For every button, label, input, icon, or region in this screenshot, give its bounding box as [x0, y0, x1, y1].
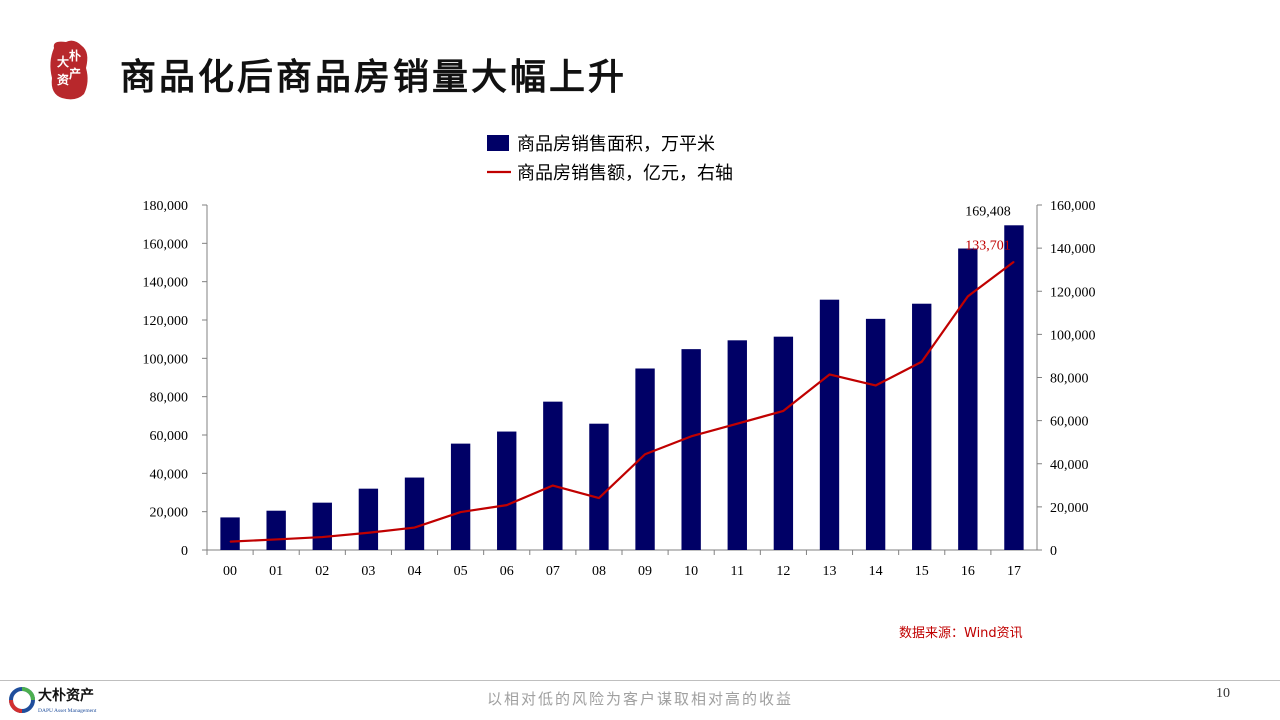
left-tick-label: 60,000 — [150, 429, 189, 444]
right-tick-label: 160,000 — [1050, 199, 1096, 214]
bar-13 — [819, 299, 840, 550]
bar-16 — [958, 248, 978, 550]
legend-bar-swatch — [487, 135, 509, 151]
left-tick-label: 120,000 — [143, 314, 189, 329]
line-series — [229, 260, 1015, 543]
x-tick-label: 08 — [592, 564, 606, 579]
bar-00 — [220, 517, 240, 550]
footer-brand-name: 大朴资产 — [38, 687, 94, 704]
x-tick-label: 17 — [1007, 564, 1021, 579]
bar-01 — [266, 510, 286, 550]
bar-17 — [1004, 225, 1024, 550]
x-tick-label: 11 — [731, 564, 744, 579]
line-point-02 — [321, 536, 323, 538]
right-tick-label: 20,000 — [1050, 501, 1089, 516]
x-tick-label: 13 — [823, 564, 837, 579]
footer-brand-subtitle: DAPU Asset Management — [38, 708, 97, 714]
line-point-12 — [782, 410, 784, 412]
line-point-05 — [460, 511, 462, 513]
bar-05 — [450, 443, 471, 550]
line-point-03 — [367, 532, 369, 534]
bar-12 — [773, 336, 794, 550]
bar-07 — [543, 401, 563, 550]
line-point-09 — [644, 453, 646, 455]
bar-06 — [497, 431, 517, 550]
line-point-06 — [506, 504, 508, 506]
bar-02 — [312, 502, 332, 550]
left-tick-label: 180,000 — [143, 199, 189, 214]
line-point-07 — [552, 485, 554, 487]
bar-11 — [727, 340, 747, 550]
line-point-17 — [1013, 261, 1015, 263]
bar-08 — [589, 423, 609, 550]
x-tick-label: 10 — [684, 564, 698, 579]
brand-seal-logo: 大 朴 资 产 — [50, 40, 88, 100]
footer-slogan: 以相对低的风险为客户谋取相对高的收益 — [486, 690, 793, 708]
right-tick-label: 120,000 — [1050, 285, 1096, 300]
page-title: 商品化后商品房销量大幅上升 — [120, 57, 628, 98]
right-tick-label: 60,000 — [1050, 415, 1089, 430]
x-tick-label: 05 — [454, 564, 468, 579]
right-tick-label: 100,000 — [1050, 328, 1096, 343]
sales-amount-line — [230, 260, 1015, 543]
x-tick-label: 01 — [269, 564, 283, 579]
line-point-15 — [921, 361, 923, 363]
x-tick-label: 00 — [223, 564, 237, 579]
left-tick-label: 20,000 — [150, 506, 189, 521]
right-tick-label: 0 — [1050, 544, 1057, 559]
left-tick-label: 140,000 — [143, 276, 189, 291]
line-point-14 — [875, 384, 877, 386]
x-tick-label: 12 — [776, 564, 790, 579]
x-tick-label: 06 — [500, 564, 514, 579]
legend-bar-label: 商品房销售面积，万平米 — [517, 134, 715, 155]
bar-09 — [635, 368, 655, 550]
svg-text:产: 产 — [69, 66, 81, 81]
line-point-04 — [414, 527, 415, 529]
line-point-08 — [598, 497, 600, 499]
bar-04 — [404, 477, 425, 550]
line-point-01 — [275, 538, 277, 540]
svg-text:大: 大 — [57, 54, 69, 69]
chart-axes: 0 20,000 40,000 60,000 80,000 100,000 120,000 1… — [143, 199, 1096, 579]
legend-line-label: 商品房销售额，亿元，右轴 — [517, 163, 733, 184]
right-tick-label: 40,000 — [1050, 458, 1089, 473]
x-tick-label: 09 — [638, 564, 652, 579]
line-point-00 — [229, 541, 231, 543]
left-tick-label: 0 — [181, 544, 188, 559]
left-tick-label: 40,000 — [150, 467, 189, 482]
right-tick-label: 140,000 — [1050, 242, 1096, 257]
footer-divider — [0, 680, 1280, 681]
line-point-13 — [829, 373, 830, 375]
left-tick-label: 100,000 — [143, 352, 189, 367]
x-tick-label: 15 — [915, 564, 929, 579]
svg-text:朴: 朴 — [69, 48, 81, 63]
x-tick-label: 16 — [961, 564, 975, 579]
page-number: 10 — [1216, 686, 1230, 701]
bar-series — [220, 225, 1024, 550]
x-tick-label: 03 — [361, 564, 375, 579]
right-tick-label: 80,000 — [1050, 372, 1089, 387]
line-point-11 — [736, 423, 738, 425]
data-label: 133,701 — [965, 239, 1011, 254]
line-point-16 — [967, 295, 969, 297]
x-tick-label: 07 — [546, 564, 560, 579]
line-point-10 — [690, 435, 692, 437]
data-label: 169,408 — [965, 204, 1011, 219]
x-tick-label: 04 — [408, 564, 422, 579]
bar-15 — [912, 303, 932, 550]
bar-03 — [358, 488, 379, 550]
footer-brand-logo: 大朴资产 DAPU Asset Management — [9, 687, 97, 714]
x-tick-label: 14 — [869, 564, 883, 579]
x-tick-label: 02 — [315, 564, 329, 579]
bar-10 — [681, 349, 701, 550]
data-labels: 169,408 133,701 — [965, 204, 1011, 253]
left-tick-label: 160,000 — [143, 237, 189, 252]
svg-text:资: 资 — [57, 72, 69, 87]
left-tick-label: 80,000 — [150, 391, 189, 406]
bar-14 — [865, 318, 886, 550]
data-source-note: 数据来源：Wind资讯 — [899, 626, 1023, 641]
